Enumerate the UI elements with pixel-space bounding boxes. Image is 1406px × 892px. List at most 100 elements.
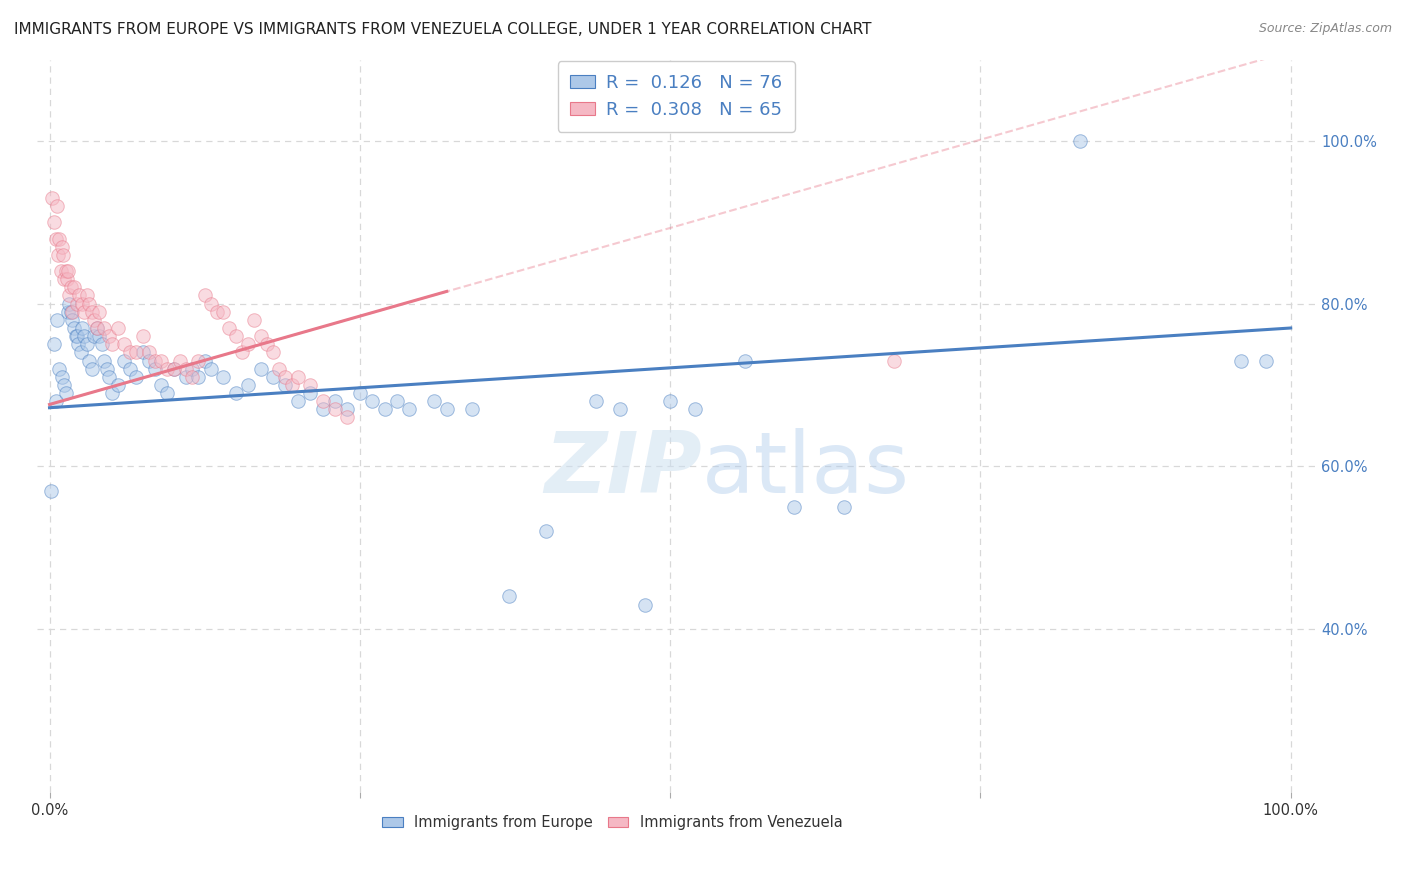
Point [58, 288, 80, 302]
Point [194, 288, 217, 302]
Point [150, 353, 173, 368]
Point [1230, 353, 1253, 368]
Point [423, 394, 446, 409]
Point [107, 378, 129, 392]
Point [225, 386, 247, 401]
Point [41, 191, 63, 205]
Point [205, 304, 228, 318]
Point [249, 361, 271, 376]
Point [243, 313, 266, 327]
Point [46, 248, 69, 262]
Point [100, 337, 122, 351]
Point [131, 345, 153, 359]
Point [73, 329, 96, 343]
Point [52, 248, 75, 262]
Point [262, 369, 284, 384]
Point [49, 264, 72, 278]
Point [349, 386, 371, 401]
Point [274, 369, 297, 384]
Point [156, 386, 179, 401]
Point [609, 402, 631, 417]
Point [336, 402, 359, 417]
Point [80, 304, 103, 318]
Point [56, 272, 79, 286]
Point [83, 329, 105, 343]
Point [76, 337, 98, 351]
Point [77, 353, 100, 368]
Point [659, 394, 682, 409]
Point [107, 321, 129, 335]
Point [323, 394, 346, 409]
Point [138, 353, 160, 368]
Point [66, 329, 89, 343]
Point [256, 337, 278, 351]
Point [181, 361, 204, 376]
Point [120, 345, 142, 359]
Point [98, 329, 121, 343]
Point [236, 378, 259, 392]
Y-axis label: College, Under 1 year: College, Under 1 year [0, 346, 7, 506]
Point [76, 288, 98, 302]
Text: IMMIGRANTS FROM EUROPE VS IMMIGRANTS FROM VENEZUELA COLLEGE, UNDER 1 YEAR CORREL: IMMIGRANTS FROM EUROPE VS IMMIGRANTS FRO… [14, 22, 872, 37]
Point [58, 296, 80, 310]
Point [48, 231, 70, 245]
Point [73, 304, 96, 318]
Point [274, 378, 297, 392]
Point [45, 394, 67, 409]
Point [56, 264, 79, 278]
Point [53, 378, 76, 392]
Point [51, 240, 73, 254]
Point [90, 337, 112, 351]
Point [187, 369, 209, 384]
Point [634, 598, 657, 612]
Text: ZIP: ZIP [544, 428, 702, 511]
Point [63, 321, 86, 335]
Point [65, 329, 87, 343]
Point [212, 304, 235, 318]
Point [200, 361, 222, 376]
Point [93, 321, 115, 335]
Point [882, 353, 904, 368]
Point [374, 402, 396, 417]
Point [212, 369, 235, 384]
Point [96, 361, 118, 376]
Point [46, 199, 69, 213]
Point [150, 378, 173, 392]
Point [398, 402, 420, 417]
Point [174, 361, 197, 376]
Point [59, 304, 82, 318]
Point [187, 353, 209, 368]
Point [131, 329, 153, 343]
Point [55, 264, 77, 278]
Point [138, 345, 160, 359]
Point [120, 361, 142, 376]
Point [67, 337, 90, 351]
Point [69, 345, 91, 359]
Point [60, 313, 83, 327]
Point [287, 394, 309, 409]
Point [194, 353, 217, 368]
Point [51, 369, 73, 384]
Point [683, 402, 706, 417]
Legend: Immigrants from Europe, Immigrants from Venezuela: Immigrants from Europe, Immigrants from … [377, 809, 848, 836]
Point [181, 369, 204, 384]
Point [53, 272, 76, 286]
Point [311, 394, 333, 409]
Point [93, 353, 115, 368]
Point [225, 329, 247, 343]
Point [86, 321, 108, 335]
Point [45, 231, 67, 245]
Point [1069, 134, 1091, 148]
Point [86, 321, 108, 335]
Point [63, 280, 86, 294]
Point [83, 313, 105, 327]
Point [39, 483, 62, 498]
Point [44, 337, 66, 351]
Point [231, 345, 253, 359]
Point [169, 353, 191, 368]
Point [70, 321, 93, 335]
Text: atlas: atlas [702, 428, 910, 511]
Point [249, 329, 271, 343]
Point [534, 524, 557, 539]
Point [236, 337, 259, 351]
